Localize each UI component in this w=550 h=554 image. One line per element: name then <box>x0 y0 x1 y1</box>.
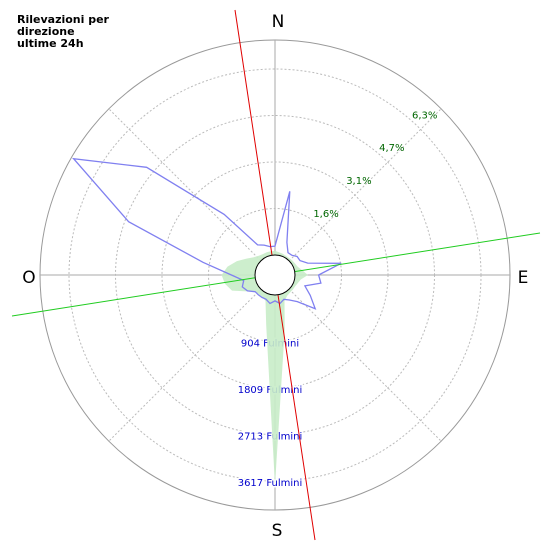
grid-ring <box>68 68 482 482</box>
title-line: direzione <box>17 25 75 38</box>
r2-tick-label: 2713 Fulmini <box>238 432 303 443</box>
center-hole <box>254 254 296 296</box>
r-tick-label: 6,3% <box>412 110 437 121</box>
r2-tick-label: 3617 Fulmini <box>238 478 303 489</box>
title-line: Rilevazioni per <box>17 13 110 26</box>
percent-line <box>72 157 342 310</box>
r-tick-label: 1,6% <box>313 209 338 220</box>
spoke <box>108 288 262 442</box>
grid-ring <box>115 115 435 435</box>
marks <box>72 157 342 486</box>
r-tick-label: 3,1% <box>346 176 371 187</box>
cardinal-label: S <box>272 521 283 541</box>
title-line: ultime 24h <box>17 37 84 50</box>
r-tick-label: 4,7% <box>379 143 404 154</box>
cardinal-label: O <box>22 268 35 288</box>
cardinal-label: N <box>272 12 285 32</box>
spoke <box>108 108 262 262</box>
cardinal-label: E <box>518 268 529 288</box>
spoke <box>288 288 442 442</box>
